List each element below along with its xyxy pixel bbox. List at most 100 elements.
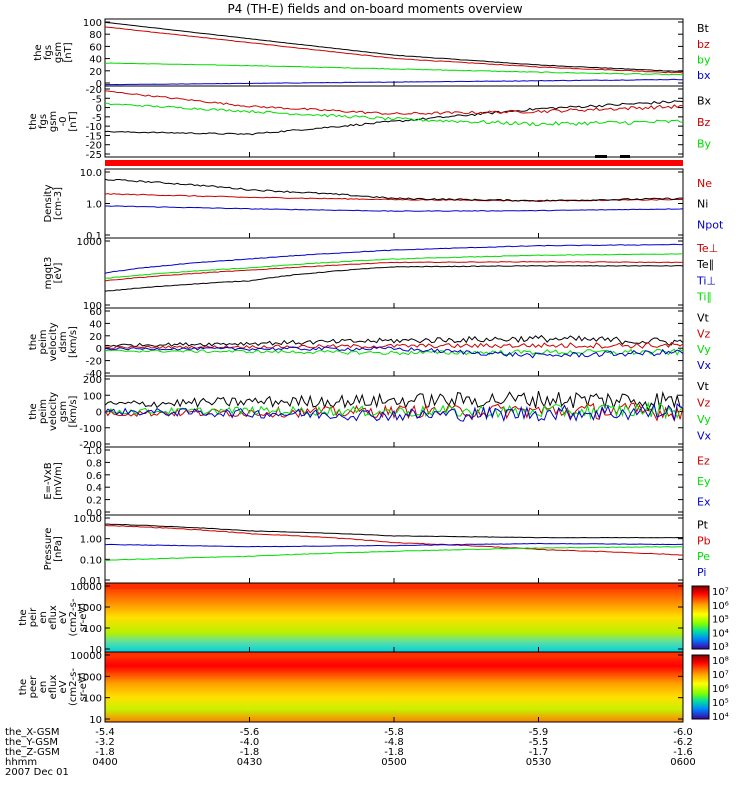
y-axis-label-line: [nT] [63, 42, 74, 62]
y-tick-label: -5 [92, 113, 102, 124]
x-tick-label: 0600 [670, 757, 695, 768]
legend-entry-Ti∥: Ti∥ [696, 291, 712, 304]
y-tick-label: -200 [79, 440, 102, 451]
y-tick-label: 0.01 [80, 576, 102, 587]
legend-entry-Vy: Vy [697, 413, 711, 426]
y-tick-label: 0.2 [86, 496, 102, 507]
y-tick-label: 100 [83, 301, 102, 312]
y-tick-label: 0 [96, 408, 102, 419]
y-axis-label-line: -0 [58, 117, 69, 127]
y-tick-label: -10 [86, 122, 102, 133]
y-tick-label: 40 [89, 55, 102, 66]
y-tick-label: 10 [89, 715, 102, 726]
series-line-Npot [105, 205, 684, 212]
legend-entry-Bx: Bx [697, 94, 712, 107]
x-tick-label: -1.8 [95, 747, 115, 758]
y-axis-label-line: fgs [43, 45, 54, 60]
legend-entry-Ey: Ey [697, 475, 711, 488]
y-axis-label-line: en [38, 681, 49, 694]
y-tick-label: 100 [83, 18, 102, 29]
series-line-Pe [104, 546, 683, 562]
spectrogram-area [105, 652, 683, 722]
y-tick-label: 0 [96, 344, 102, 355]
y-tick-label: -25 [86, 150, 102, 161]
y-axis-label-line: Density [43, 184, 54, 222]
legend-entry-Vz: Vz [697, 327, 711, 340]
spectrogram-area [105, 583, 683, 652]
y-axis-label-line: [km/s] [68, 326, 79, 358]
y-tick-label: 0 [96, 79, 102, 90]
colorbar [691, 585, 710, 650]
panel-3: 10.0 1.0 0.1 Density [cm-3] Ne Ni Npot [43, 168, 724, 242]
colorbar-tick-label: 10⁴ [712, 712, 729, 723]
y-tick-label: 1.00 [80, 535, 102, 546]
panel-7: 1.00.8 0.60.4 0.20.0 E=-VxB [mV/m] Ez Ey Ex [43, 446, 711, 519]
y-tick-label: -15 [86, 131, 102, 142]
status-bar [105, 160, 683, 166]
y-axis-label: Density [cm-3] [43, 184, 64, 222]
y-axis-label-line: the [28, 113, 39, 129]
y-axis-label-line: [nPa] [53, 536, 64, 562]
panel-frame [104, 237, 684, 309]
legend-entry-Npot: Npot [697, 219, 724, 232]
x-tick-label: -6.0 [673, 727, 693, 738]
x-tick-label: -1.8 [240, 747, 260, 758]
panel-frame [104, 446, 684, 516]
y-axis-label-line: gsm [58, 401, 69, 422]
series-line-Pb [104, 524, 684, 556]
y-tick-label: 0.0 [86, 508, 102, 519]
y-tick-label: 0.8 [86, 458, 102, 469]
y-axis-label-line: eflux [48, 675, 59, 700]
panel-frame [104, 307, 684, 377]
y-tick-label: 100 [83, 624, 102, 635]
y-axis-label-line: the [28, 403, 39, 419]
y-axis-label-line: [mV/m] [53, 462, 64, 500]
y-axis-label-line: sr-eV) [78, 672, 89, 701]
x-tick-label: -4.0 [240, 737, 260, 748]
legend-entry-Ne: Ne [697, 177, 712, 190]
series-line-Vx [104, 346, 684, 359]
plot-title: P4 (TH-E) fields and on-board moments ov… [227, 2, 522, 16]
x-tick-label: 0530 [526, 757, 551, 768]
panel-frame [104, 514, 684, 584]
y-axis-label: mgqt3 [eV] [43, 257, 64, 290]
panel-4: 1000 100 mgqt3 [eV] Te⊥ Te∥ Ti⊥ Ti∥ [43, 237, 718, 312]
series-line-Ti∥ [104, 253, 683, 279]
x-tick-label: -4.8 [384, 737, 404, 748]
legend-entry-Pb: Pb [697, 534, 711, 547]
colorbar-tick-label: 10⁵ [712, 615, 729, 626]
y-axis-label-line: peim [38, 399, 49, 424]
y-tick-label: 1.0 [86, 200, 102, 211]
colorbar-tick-label: 10⁶ [712, 684, 729, 695]
y-axis-label: Pressure [nPa] [43, 528, 64, 571]
y-axis-label-line: [km/s] [68, 395, 79, 427]
x-row-label: hhmm [5, 757, 37, 768]
y-axis-label-line: fgs [38, 114, 49, 129]
series-line-Ti⊥ [104, 243, 683, 274]
y-axis-label-line: [eV] [53, 263, 64, 284]
series-line-by [105, 62, 684, 76]
date-label: 2007 Dec 01 [5, 767, 69, 778]
series-line-Vt [104, 390, 684, 412]
y-axis-label-line: peer [28, 675, 39, 699]
y-tick-label: 200 [83, 375, 102, 386]
legend-entry-bx: bx [697, 69, 711, 82]
y-axis-label-line: [cm-3] [53, 187, 64, 220]
y-axis-label-line: Pressure [43, 528, 54, 571]
colorbar-tick-label: 10⁶ [712, 601, 729, 612]
y-axis-label: the peim velocity dsm [km/s] [28, 322, 79, 361]
y-tick-label: 60 [89, 307, 102, 318]
y-axis-label-line: peim [38, 329, 49, 354]
series-line-Ne [104, 193, 684, 202]
y-axis-label: E=-VxB [mV/m] [43, 462, 64, 500]
series-line-Pi [104, 542, 684, 548]
legend-entry-Vz: Vz [697, 397, 711, 410]
legend-entry-Te⊥: Te⊥ [696, 242, 718, 255]
x-tick-label: 0430 [237, 757, 262, 768]
series-line-Vz [104, 341, 684, 350]
y-tick-label: 20 [89, 67, 102, 78]
y-axis-label-line: the [33, 44, 44, 60]
y-axis-label-line: peir [28, 607, 39, 627]
